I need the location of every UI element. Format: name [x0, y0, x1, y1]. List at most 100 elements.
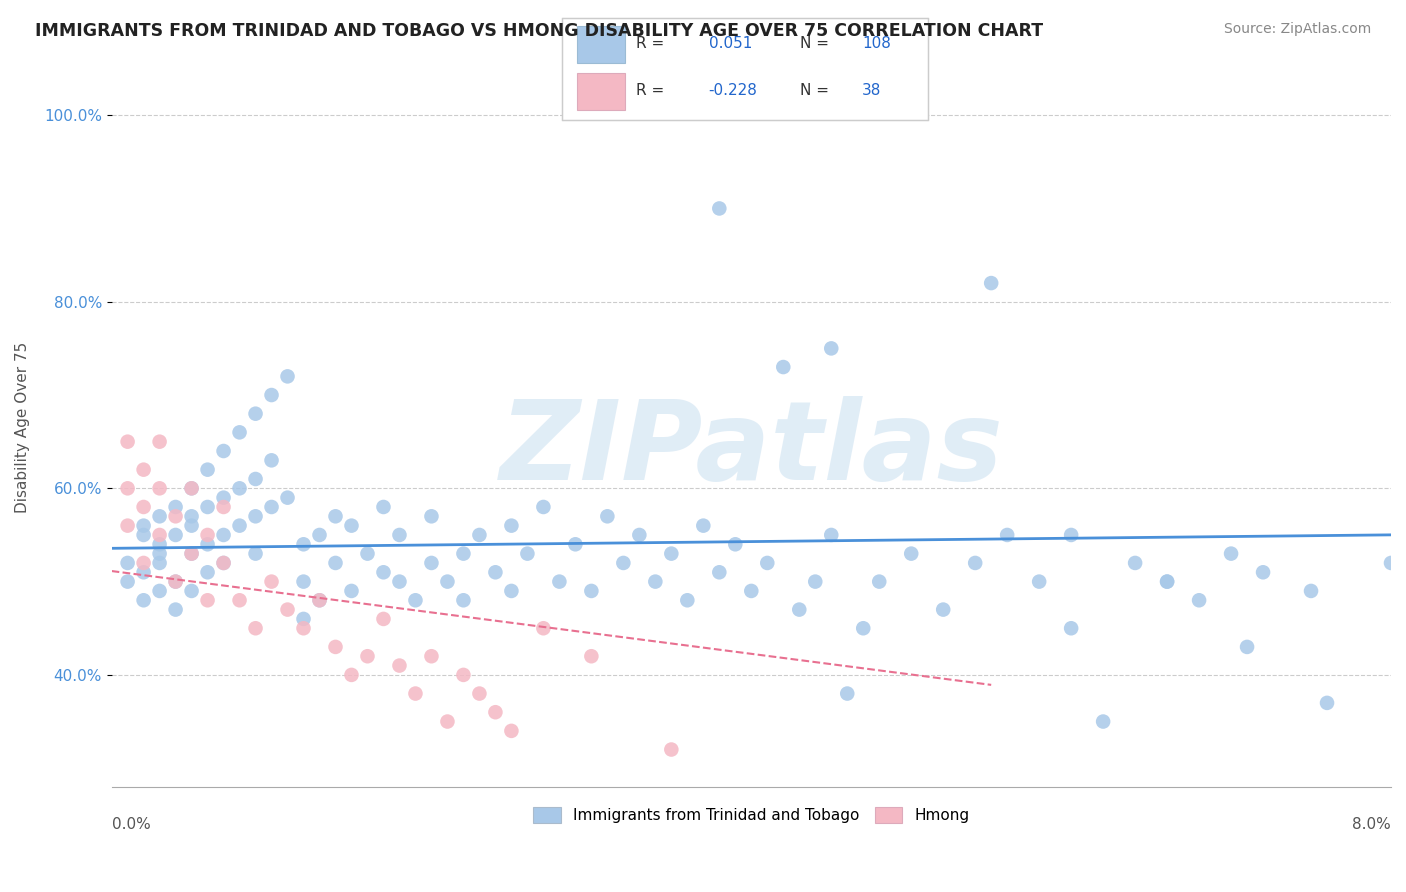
Point [132, 566, 155, 580]
Point [436, 714, 458, 729]
Point [212, 444, 235, 458]
Point [308, 593, 330, 607]
Point [1220, 547, 1243, 561]
Point [1379, 556, 1402, 570]
Point [132, 463, 155, 477]
Point [484, 566, 506, 580]
Point [787, 602, 810, 616]
Point [516, 547, 538, 561]
Point [724, 537, 747, 551]
Point [212, 556, 235, 570]
Point [581, 649, 603, 664]
Text: R =: R = [636, 37, 664, 52]
Point [531, 621, 554, 635]
Point [212, 528, 235, 542]
Point [149, 528, 172, 542]
Point [292, 621, 315, 635]
Point [180, 583, 202, 598]
Point [325, 640, 347, 654]
Point [468, 528, 491, 542]
Point [212, 500, 235, 514]
Point [740, 583, 762, 598]
Point [1092, 714, 1115, 729]
Point [245, 407, 267, 421]
Point [404, 593, 426, 607]
Point [1316, 696, 1339, 710]
Point [644, 574, 666, 589]
FancyBboxPatch shape [576, 73, 624, 110]
Point [340, 668, 363, 682]
Point [292, 537, 315, 551]
Text: R =: R = [636, 83, 664, 97]
Point [340, 583, 363, 598]
Point [180, 481, 202, 495]
Point [212, 556, 235, 570]
Text: N =: N = [800, 37, 830, 52]
Point [388, 658, 411, 673]
Point [277, 369, 299, 384]
Point [117, 556, 139, 570]
Point [1028, 574, 1050, 589]
Point [804, 574, 827, 589]
Point [1156, 574, 1178, 589]
Text: N =: N = [800, 83, 830, 97]
Point [965, 556, 987, 570]
Point [149, 434, 172, 449]
Point [180, 547, 202, 561]
Point [308, 593, 330, 607]
Point [149, 537, 172, 551]
Point [995, 528, 1018, 542]
Point [1299, 583, 1322, 598]
Point [659, 742, 682, 756]
Point [228, 593, 250, 607]
Point [149, 481, 172, 495]
Point [340, 518, 363, 533]
Point [197, 500, 219, 514]
Point [404, 687, 426, 701]
Point [1236, 640, 1258, 654]
Point [197, 593, 219, 607]
Point [325, 509, 347, 524]
Legend: Immigrants from Trinidad and Tobago, Hmong: Immigrants from Trinidad and Tobago, Hmo… [527, 801, 976, 830]
Point [436, 574, 458, 589]
Point [501, 583, 523, 598]
Point [149, 556, 172, 570]
Point [837, 687, 859, 701]
Point [197, 528, 219, 542]
Point [692, 518, 714, 533]
Point [453, 547, 475, 561]
Point [453, 668, 475, 682]
Point [228, 425, 250, 440]
Point [260, 388, 283, 402]
Y-axis label: Disability Age Over 75: Disability Age Over 75 [15, 342, 30, 513]
Text: ZIPatlas: ZIPatlas [499, 396, 1002, 503]
Point [197, 566, 219, 580]
Point [676, 593, 699, 607]
Point [1060, 528, 1083, 542]
Point [852, 621, 875, 635]
Point [292, 612, 315, 626]
Point [325, 556, 347, 570]
Point [292, 574, 315, 589]
Point [980, 276, 1002, 290]
Point [117, 518, 139, 533]
Point [165, 602, 187, 616]
Point [356, 547, 378, 561]
Point [612, 556, 634, 570]
Point [900, 547, 922, 561]
Point [468, 687, 491, 701]
Point [228, 481, 250, 495]
Point [373, 566, 395, 580]
Point [1251, 566, 1274, 580]
Text: 0.0%: 0.0% [111, 817, 150, 832]
Point [149, 583, 172, 598]
Point [132, 500, 155, 514]
Point [820, 342, 842, 356]
Point [165, 574, 187, 589]
Text: 38: 38 [862, 83, 882, 97]
Point [1123, 556, 1146, 570]
Point [709, 566, 731, 580]
Point [548, 574, 571, 589]
Text: Source: ZipAtlas.com: Source: ZipAtlas.com [1223, 22, 1371, 37]
Point [531, 500, 554, 514]
